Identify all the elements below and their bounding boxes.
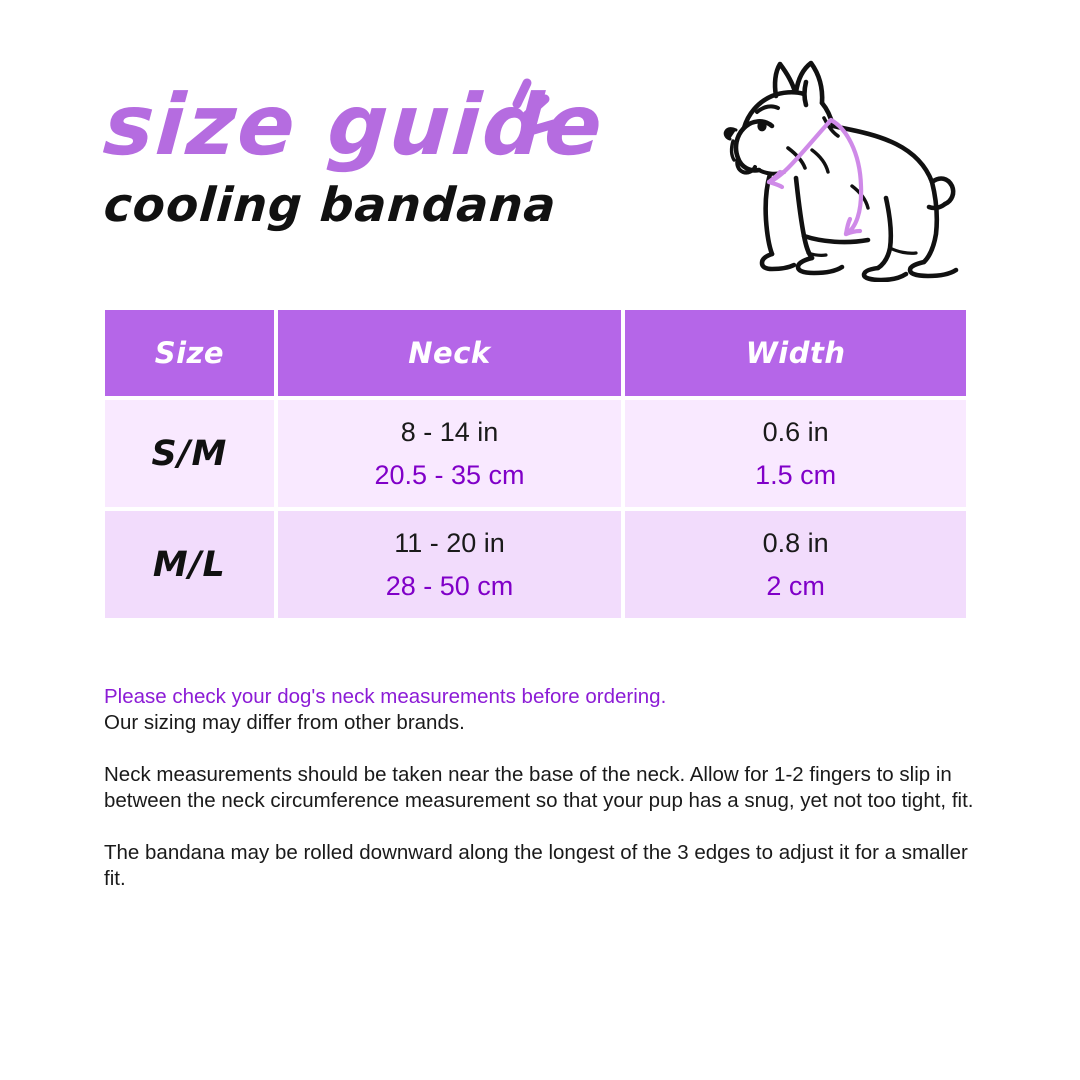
size-chart-table: Size Neck Width S/M 8 - 14 in 20.5 - 35 …: [101, 306, 970, 622]
cell-neck-sm: 8 - 14 in 20.5 - 35 cm: [277, 400, 622, 507]
width-inches-value: 0.8 in: [762, 528, 829, 559]
note-check-measurements: Please check your dog's neck measurement…: [104, 685, 667, 708]
table-header-row: Size Neck Width: [105, 310, 966, 396]
neck-inches-value: 11 - 20 in: [394, 528, 505, 559]
width-cm-value: 2 cm: [766, 570, 825, 601]
cell-width-ml: 0.8 in 2 cm: [625, 511, 966, 618]
column-header-size: Size: [105, 310, 274, 396]
cell-size-sm: S/M: [105, 400, 274, 507]
page-subtitle: cooling bandana: [102, 177, 559, 233]
column-header-width: Width: [625, 310, 966, 396]
note-sizing-differs: Our sizing may differ from other brands.: [104, 711, 465, 734]
note-measurement-instructions: Neck measurements should be taken near t…: [104, 763, 974, 812]
table-row: S/M 8 - 14 in 20.5 - 35 cm 0.6 in 1.5 cm: [105, 400, 966, 507]
notes-section: Please check your dog's neck measurement…: [104, 684, 980, 892]
table-row: M/L 11 - 20 in 28 - 50 cm 0.8 in 2 cm: [105, 511, 966, 618]
note-roll-instructions: The bandana may be rolled downward along…: [104, 841, 968, 890]
column-header-neck: Neck: [277, 310, 622, 396]
french-bulldog-neck-measure-illustration: [723, 60, 959, 282]
table-body: S/M 8 - 14 in 20.5 - 35 cm 0.6 in 1.5 cm…: [105, 400, 966, 618]
width-inches-value: 0.6 in: [762, 417, 829, 448]
cell-size-ml: M/L: [105, 511, 274, 618]
cell-neck-ml: 11 - 20 in 28 - 50 cm: [277, 511, 622, 618]
neck-inches-value: 8 - 14 in: [400, 417, 499, 448]
neck-cm-value: 28 - 50 cm: [385, 570, 514, 601]
sparkle-lines-icon: [512, 78, 559, 136]
table-head: Size Neck Width: [105, 310, 966, 396]
cell-width-sm: 0.6 in 1.5 cm: [625, 400, 966, 507]
neck-cm-value: 20.5 - 35 cm: [374, 459, 525, 490]
width-cm-value: 1.5 cm: [755, 459, 837, 490]
